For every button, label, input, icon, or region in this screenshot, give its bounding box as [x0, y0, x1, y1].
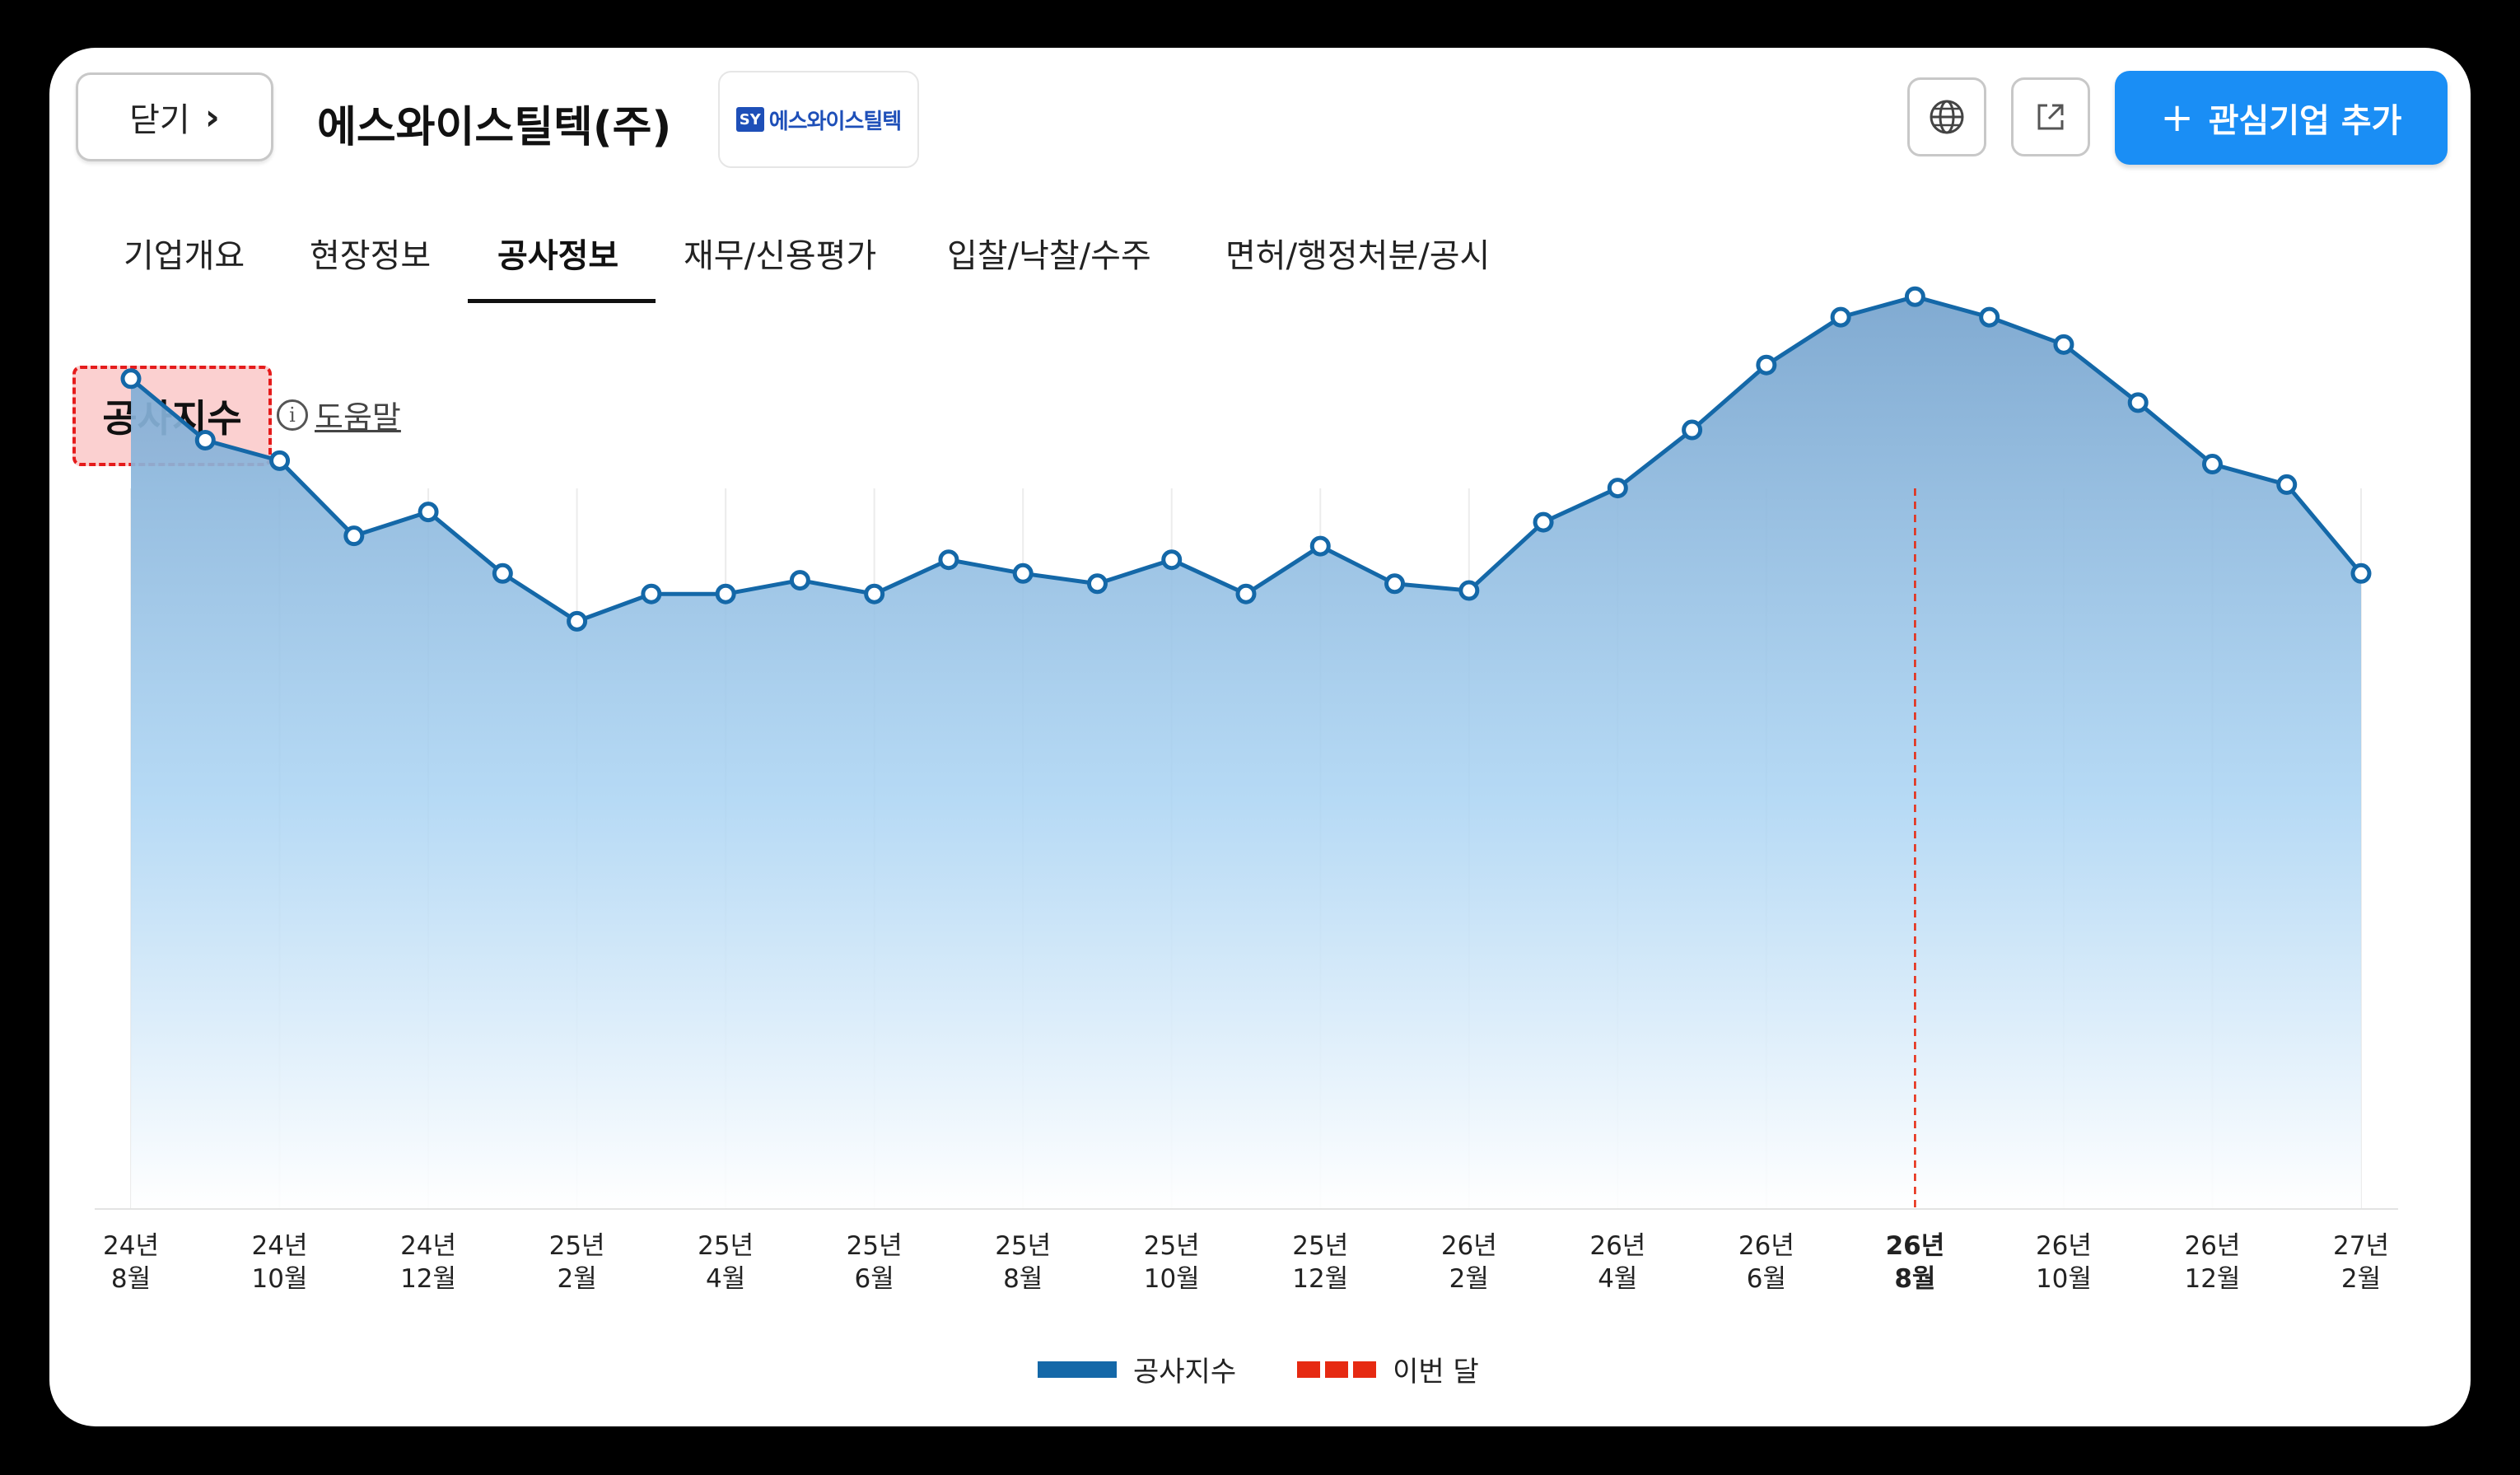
legend-swatch-series [1038, 1361, 1117, 1378]
data-point[interactable] [1682, 419, 1703, 441]
globe-icon [1930, 100, 1964, 134]
active-tab-indicator [468, 299, 656, 303]
tab-finance-credit[interactable]: 재무/신용평가 [684, 237, 877, 275]
x-tick-label: 26년 6월 [1738, 1231, 1794, 1294]
data-point[interactable] [567, 610, 588, 632]
data-point[interactable] [1979, 306, 2000, 328]
company-name: 에스와이스틸텍(주) [317, 103, 672, 152]
data-point[interactable] [2276, 474, 2298, 495]
construction-index-chart: 24년 8월 24년 10월 24년 12월 25년 2월 25년 4월 25년 6월 25년 8월 25년… [95, 286, 2398, 1294]
data-point[interactable] [1086, 573, 1108, 595]
x-tick-label: 26년 2월 [1441, 1231, 1497, 1294]
data-point[interactable] [2127, 392, 2149, 413]
series-area [131, 296, 2361, 1210]
tab-company-overview[interactable]: 기업개요 [124, 237, 245, 275]
data-point[interactable] [269, 450, 291, 471]
data-point[interactable] [1161, 549, 1183, 571]
tab-construction-info[interactable]: 공사정보 [497, 237, 619, 275]
data-point[interactable] [2053, 334, 2074, 355]
info-icon: i [277, 399, 308, 431]
data-point[interactable] [938, 549, 959, 571]
data-point[interactable] [1830, 306, 1851, 328]
add-favorite-label: 관심기업 추가 [2208, 102, 2402, 140]
x-tick-label: 25년 4월 [698, 1231, 754, 1294]
legend-swatch-current [1297, 1361, 1377, 1378]
data-point[interactable] [418, 502, 439, 523]
external-link-icon [2037, 104, 2064, 130]
legend-series-label: 공사지수 [1133, 1356, 1237, 1389]
data-point[interactable] [1607, 478, 1628, 499]
website-button[interactable] [1907, 77, 1986, 156]
data-point[interactable] [2201, 454, 2223, 475]
data-point[interactable] [1756, 354, 1777, 376]
data-point[interactable] [343, 525, 365, 547]
tab-license-disclosure[interactable]: 면허/행정처분/공시 [1225, 237, 1491, 275]
company-logo: SY 에스와이스틸텍 [718, 71, 919, 168]
x-tick-label: 24년 10월 [252, 1231, 308, 1294]
x-tick-label: 24년 12월 [400, 1231, 456, 1294]
data-point[interactable] [715, 583, 736, 604]
x-tick-label: 26년 8월 [1886, 1231, 1945, 1294]
data-point[interactable] [1533, 511, 1554, 533]
legend-current-label: 이번 달 [1393, 1356, 1479, 1389]
plus-icon: + [2160, 95, 2194, 141]
help-link[interactable]: i 도움말 [277, 392, 401, 437]
data-point[interactable] [1235, 583, 1257, 604]
tab-site-info[interactable]: 현장정보 [310, 237, 432, 275]
chevron-right-icon: › [204, 96, 220, 138]
x-tick-label: 24년 8월 [103, 1231, 159, 1294]
x-tick-label: 25년 12월 [1292, 1231, 1348, 1294]
data-point[interactable] [194, 429, 216, 450]
data-point[interactable] [864, 583, 885, 604]
close-label: 닫기 [129, 101, 190, 139]
data-point[interactable] [492, 562, 513, 584]
x-tick-label: 25년 6월 [847, 1231, 903, 1294]
chart-legend: 공사지수 이번 달 [1038, 1349, 1479, 1389]
x-tick-label: 25년 2월 [549, 1231, 605, 1294]
data-point[interactable] [1458, 580, 1480, 601]
help-label: 도움말 [315, 399, 401, 436]
company-detail-panel: 닫기 › 에스와이스틸텍(주) SY 에스와이스틸텍 + 관심기업 추가 기업개… [49, 48, 2471, 1426]
data-point[interactable] [1012, 562, 1034, 584]
x-tick-label: 26년 4월 [1589, 1231, 1645, 1294]
x-tick-label: 26년 12월 [2184, 1231, 2240, 1294]
add-favorite-company-button[interactable]: + 관심기업 추가 [2115, 71, 2448, 165]
close-button[interactable]: 닫기 › [76, 72, 273, 161]
x-tick-label: 27년 2월 [2333, 1231, 2389, 1294]
data-point[interactable] [1309, 535, 1331, 557]
data-point[interactable] [2350, 562, 2372, 584]
x-tick-label: 26년 10월 [2036, 1231, 2092, 1294]
x-tick-label: 25년 8월 [995, 1231, 1051, 1294]
data-point[interactable] [1904, 286, 1925, 307]
data-point[interactable] [641, 583, 662, 604]
data-point[interactable] [1384, 573, 1406, 595]
data-point[interactable] [789, 570, 810, 591]
x-tick-label: 25년 10월 [1144, 1231, 1200, 1294]
open-external-button[interactable] [2011, 77, 2090, 156]
logo-text: 에스와이스틸텍 [768, 109, 902, 134]
logo-mark: SY [735, 107, 764, 132]
tab-bidding[interactable]: 입찰/낙찰/수주 [947, 237, 1151, 275]
data-point[interactable] [120, 368, 142, 390]
